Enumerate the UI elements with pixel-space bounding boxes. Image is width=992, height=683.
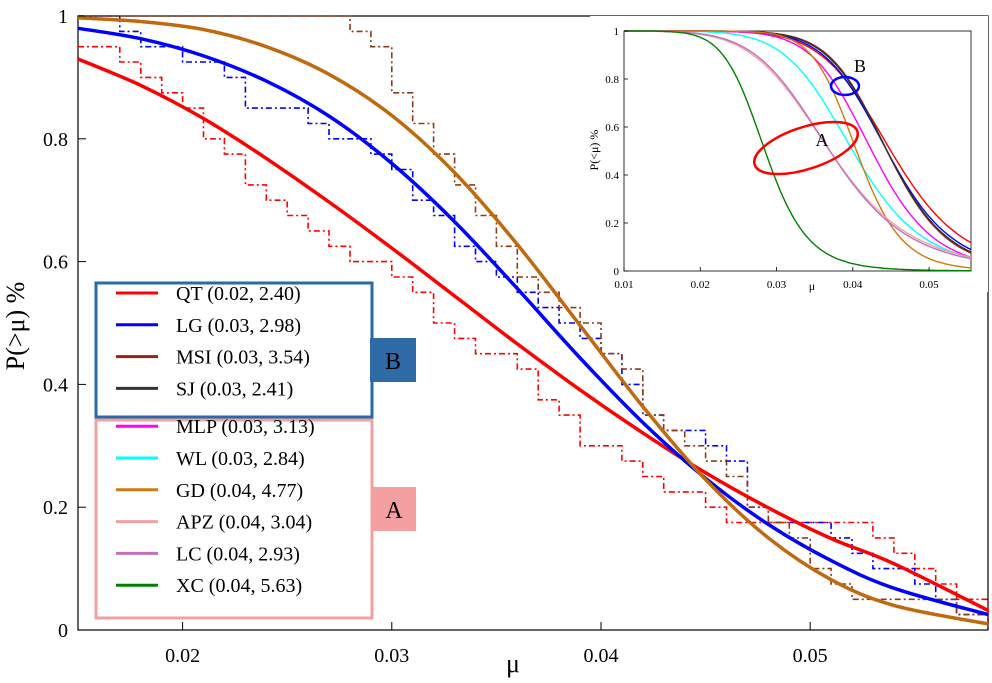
main-y-tick-label: 0.2 (43, 497, 68, 519)
main-y-tick-label: 0 (58, 620, 68, 642)
annotation-a-ellipse (752, 120, 860, 176)
annotation-a-label: A (816, 130, 829, 150)
empirical-step-series-0 (78, 45, 989, 615)
inset-y-tick-label: 0.6 (605, 122, 619, 134)
legend-label-lc: LC (0.04, 2.93) (176, 543, 300, 565)
legend-group-b-box (94, 281, 374, 419)
inset-y-tick-label: 0.8 (605, 74, 619, 86)
main-x-tick-label: 0.05 (793, 645, 828, 667)
main-y-tick-label: 0.8 (43, 129, 68, 151)
legend-label-qt: QT (0.02, 2.40) (176, 283, 301, 305)
legend-label-mlp: MLP (0.03, 3.13) (176, 416, 315, 438)
inset-plot-frame (623, 30, 972, 272)
group-a-badge (372, 487, 416, 531)
fitted-curve-lg (77, 26, 989, 617)
inset-curve-xc (624, 30, 971, 272)
main-ticks: 0.02 0.03 0.04 0.05 0 0.2 0.4 0.6 0.8 1 (43, 6, 828, 667)
main-y-axis-label: P(>μ) % (1, 282, 30, 371)
annotation-b-label: B (854, 56, 866, 76)
inset-x-tick-label: 0.02 (691, 279, 710, 291)
inset-x-tick-label: 0.05 (919, 279, 939, 291)
inset-y-tick-label: 0 (614, 266, 620, 278)
inset-y-tick-label: 1 (614, 26, 620, 38)
inset-x-tick-label: 0.04 (843, 279, 863, 291)
fitted-curve-qt (77, 57, 989, 612)
inset-x-tick-label: 0.01 (614, 279, 633, 291)
legend-entries: QT (0.02, 2.40) LG (0.03, 2.98) MSI (0.03,… (116, 283, 315, 597)
legend-label-gd: GD (0.04, 4.77) (176, 480, 303, 502)
main-x-axis-label: μ (506, 649, 520, 678)
annotation-b-ellipse (829, 75, 861, 97)
inset-y-tick-label: 0.2 (605, 218, 619, 230)
legend: QT (0.02, 2.40) LG (0.03, 2.98) MSI (0.03,… (94, 281, 416, 620)
inset-y-axis-label: P(<μ) % (587, 130, 601, 171)
legend-label-wl: WL (0.03, 2.84) (176, 448, 305, 470)
fitted-curve-msi (77, 16, 989, 626)
inset-x-axis-label: μ (809, 279, 815, 293)
main-x-tick-label: 0.04 (583, 645, 618, 667)
inset-y-tick-label: 0.4 (605, 170, 619, 182)
main-y-tick-label: 1 (58, 6, 68, 28)
inset-x-tick-label: 0.03 (767, 279, 787, 291)
main-y-tick-label: 0.6 (43, 252, 68, 274)
group-b-badge (370, 338, 416, 382)
group-a-badge-label: A (385, 498, 403, 524)
inset-series (624, 30, 972, 272)
group-b-badge-label: B (385, 349, 401, 375)
legend-label-msi: MSI (0.03, 3.54) (176, 347, 310, 369)
main-fitted-series (77, 16, 989, 626)
legend-label-sj: SJ (0.03, 2.41) (176, 378, 293, 400)
empirical-step-series-1 (78, 15, 989, 630)
inset-ticks: 0.01 0.02 0.03 0.04 0.05 0 0.2 0.4 0.6 0.8 1 (605, 26, 939, 291)
main-empirical-series (78, 15, 989, 630)
legend-label-lg: LG (0.03, 2.98) (176, 315, 301, 337)
legend-label-xc: XC (0.04, 5.63) (176, 575, 302, 597)
main-y-tick-label: 0.4 (43, 374, 68, 396)
main-x-tick-label: 0.03 (374, 645, 409, 667)
legend-label-apz: APZ (0.04, 3.04) (176, 512, 312, 534)
main-x-tick-label: 0.02 (165, 645, 200, 667)
inset-plot: 0.01 0.02 0.03 0.04 0.05 0 0.2 0.4 0.6 0.8 1 μ P(<… (587, 16, 988, 293)
inset-curve-gd (624, 30, 972, 269)
